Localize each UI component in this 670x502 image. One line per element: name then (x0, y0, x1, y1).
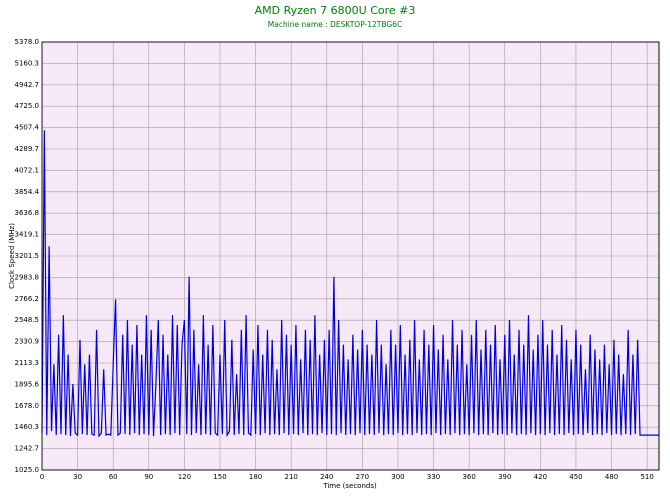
x-tick-label: 450 (569, 473, 582, 481)
y-tick-label: 2330.9 (15, 338, 40, 346)
y-tick-label: 4507.4 (15, 124, 40, 132)
y-tick-label: 4942.7 (15, 81, 40, 89)
y-tick-label: 2983.8 (15, 273, 40, 281)
x-tick-label: 330 (427, 473, 440, 481)
x-tick-label: 210 (284, 473, 297, 481)
x-tick-label: 360 (462, 473, 475, 481)
y-tick-label: 1678.0 (15, 402, 40, 410)
x-tick-label: 390 (498, 473, 511, 481)
x-tick-label: 270 (356, 473, 369, 481)
x-tick-label: 300 (391, 473, 404, 481)
y-tick-label: 3636.8 (15, 209, 40, 217)
y-tick-label: 3854.4 (15, 188, 40, 196)
y-tick-label: 2548.5 (15, 316, 40, 324)
x-axis-label: Time (seconds) (322, 482, 377, 490)
x-tick-label: 90 (144, 473, 153, 481)
x-tick-label: 150 (213, 473, 226, 481)
x-tick-label: 30 (73, 473, 82, 481)
x-tick-label: 480 (605, 473, 618, 481)
x-tick-label: 240 (320, 473, 333, 481)
x-tick-label: 0 (40, 473, 44, 481)
chart-title: AMD Ryzen 7 6800U Core #3 (255, 4, 416, 17)
x-tick-label: 420 (534, 473, 547, 481)
y-tick-label: 1025.0 (15, 466, 40, 474)
y-tick-label: 4072.1 (15, 166, 40, 174)
x-tick-label: 120 (178, 473, 191, 481)
y-tick-label: 2113.3 (15, 359, 40, 367)
y-tick-label: 3419.1 (15, 231, 40, 239)
y-tick-label: 1895.6 (15, 380, 40, 388)
y-tick-label: 1460.3 (15, 423, 40, 431)
y-axis-label: Clock Speed (MHz) (8, 223, 16, 289)
y-tick-label: 3201.5 (15, 252, 40, 260)
x-tick-label: 60 (109, 473, 118, 481)
y-tick-label: 4725.0 (15, 102, 40, 110)
x-tick-label: 510 (640, 473, 653, 481)
data-line (41, 130, 659, 438)
y-tick-label: 1242.7 (15, 445, 40, 453)
chart-subtitle: Machine name : DESKTOP-12TBG6C (268, 20, 402, 29)
y-tick-label: 5160.3 (15, 59, 40, 67)
plot-border (41, 41, 660, 471)
y-tick-label: 4289.7 (15, 145, 40, 153)
x-tick-label: 180 (249, 473, 262, 481)
y-tick-label: 5378.0 (15, 38, 40, 46)
y-tick-label: 2766.2 (15, 295, 40, 303)
